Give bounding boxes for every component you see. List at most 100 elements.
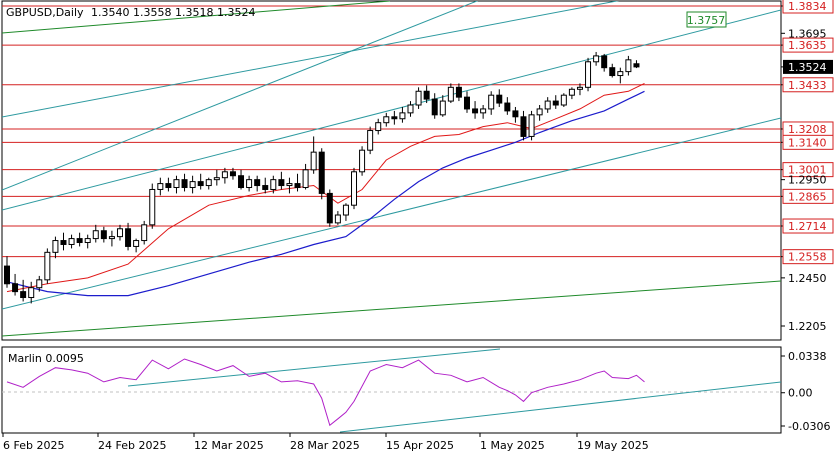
candle-body-bull (447, 86, 454, 102)
candle-body-bull (351, 171, 358, 206)
price-axis-label: 1.2205 (788, 320, 827, 333)
candle (568, 87, 575, 100)
candle-body-bull (84, 238, 91, 244)
candle-body-bull (286, 183, 293, 187)
candle-body-bull (342, 204, 349, 216)
candle (92, 224, 99, 243)
candle (536, 105, 543, 121)
candle (407, 101, 414, 117)
candle-body-bear (278, 179, 285, 187)
candle-body-bear (294, 183, 301, 189)
candle-body-bear (463, 96, 470, 110)
candle (157, 177, 164, 196)
indicator-pane-frame (1, 346, 782, 434)
candle (68, 234, 75, 249)
candle-body-bear (181, 179, 188, 189)
green-trend-line-top (2, 1, 391, 34)
candle (28, 281, 35, 304)
candle-body-bull (568, 88, 575, 96)
candle (76, 232, 83, 247)
candle (318, 148, 325, 200)
candle-body-bull (367, 130, 374, 151)
candle-body-bear (552, 100, 559, 106)
candle-body-bear (512, 110, 519, 118)
candle (238, 169, 245, 190)
candle (205, 177, 212, 190)
candle-body-bear (601, 55, 608, 69)
red-moving-average (6, 82, 645, 293)
candle-body-bear (496, 94, 503, 104)
candle-body-bull (544, 100, 551, 110)
candle (504, 97, 511, 115)
candle (36, 275, 43, 292)
candle (601, 53, 608, 72)
candle (221, 167, 228, 184)
candle-body-bull (133, 240, 140, 247)
target-label-box (686, 11, 727, 28)
candle-body-bear (318, 151, 325, 194)
candle-body-bull (36, 279, 43, 289)
price-axis-label: 1.3140 (788, 136, 827, 149)
candle (617, 67, 624, 84)
candle (60, 232, 67, 251)
candle-body-bear (391, 116, 398, 120)
candle-body-bear (165, 183, 172, 189)
candle (367, 126, 374, 155)
candle-body-bear (76, 238, 83, 244)
candle-body-bull (302, 169, 309, 189)
candle (576, 83, 583, 96)
candle-body-bull (189, 181, 196, 189)
blue-moving-average (6, 90, 645, 297)
candle (141, 220, 148, 245)
candle (391, 110, 398, 125)
candle-body-bull (213, 177, 220, 181)
price-axis-label: 1.3695 (788, 27, 827, 40)
candle (633, 60, 640, 69)
candle (625, 55, 632, 76)
candle-body-bear (12, 283, 19, 293)
level-price-box (782, 218, 834, 234)
candle (165, 177, 172, 192)
level-price-box (782, 162, 834, 178)
candle-body-bear (455, 86, 462, 98)
price-axis-label: 1.2865 (788, 190, 827, 203)
candle-body-bull (221, 171, 228, 179)
candle-body-bull (92, 230, 99, 240)
candle (100, 226, 107, 243)
indicator-axis-label: 0.00 (788, 387, 813, 400)
candle (213, 169, 220, 186)
candle (359, 146, 366, 176)
candle-body-bull (375, 122, 382, 132)
candle (246, 175, 253, 192)
candle (520, 110, 527, 141)
price-axis-label: 1.3208 (788, 123, 827, 136)
indicator-axis-label: -0.0306 (788, 420, 830, 433)
candle (552, 95, 559, 109)
candle-body-bear (238, 175, 245, 189)
candle (399, 106, 406, 123)
candle-body-bear (229, 171, 236, 177)
candle (560, 93, 567, 107)
candle (351, 167, 358, 210)
candle (383, 112, 390, 127)
candle-body-bear (197, 181, 204, 187)
channel-line-middle-lower (2, 1, 479, 191)
candle (512, 106, 519, 123)
candle (423, 85, 430, 104)
candle (528, 110, 535, 141)
candle (12, 273, 19, 296)
candle (480, 105, 487, 119)
level-price-box (782, 134, 834, 150)
candle (342, 203, 349, 221)
candle-body-bull (116, 228, 123, 238)
candle-body-bull (52, 240, 59, 253)
candle-body-bull (560, 94, 567, 106)
indicator-label: Marlin 0.0095 (8, 352, 84, 365)
candle (181, 173, 188, 192)
candle-body-bull (108, 236, 115, 240)
candle (270, 175, 277, 194)
candle-body-bull (528, 114, 535, 137)
level-price-box (782, 188, 834, 204)
marlin-lower-channel (339, 381, 781, 433)
